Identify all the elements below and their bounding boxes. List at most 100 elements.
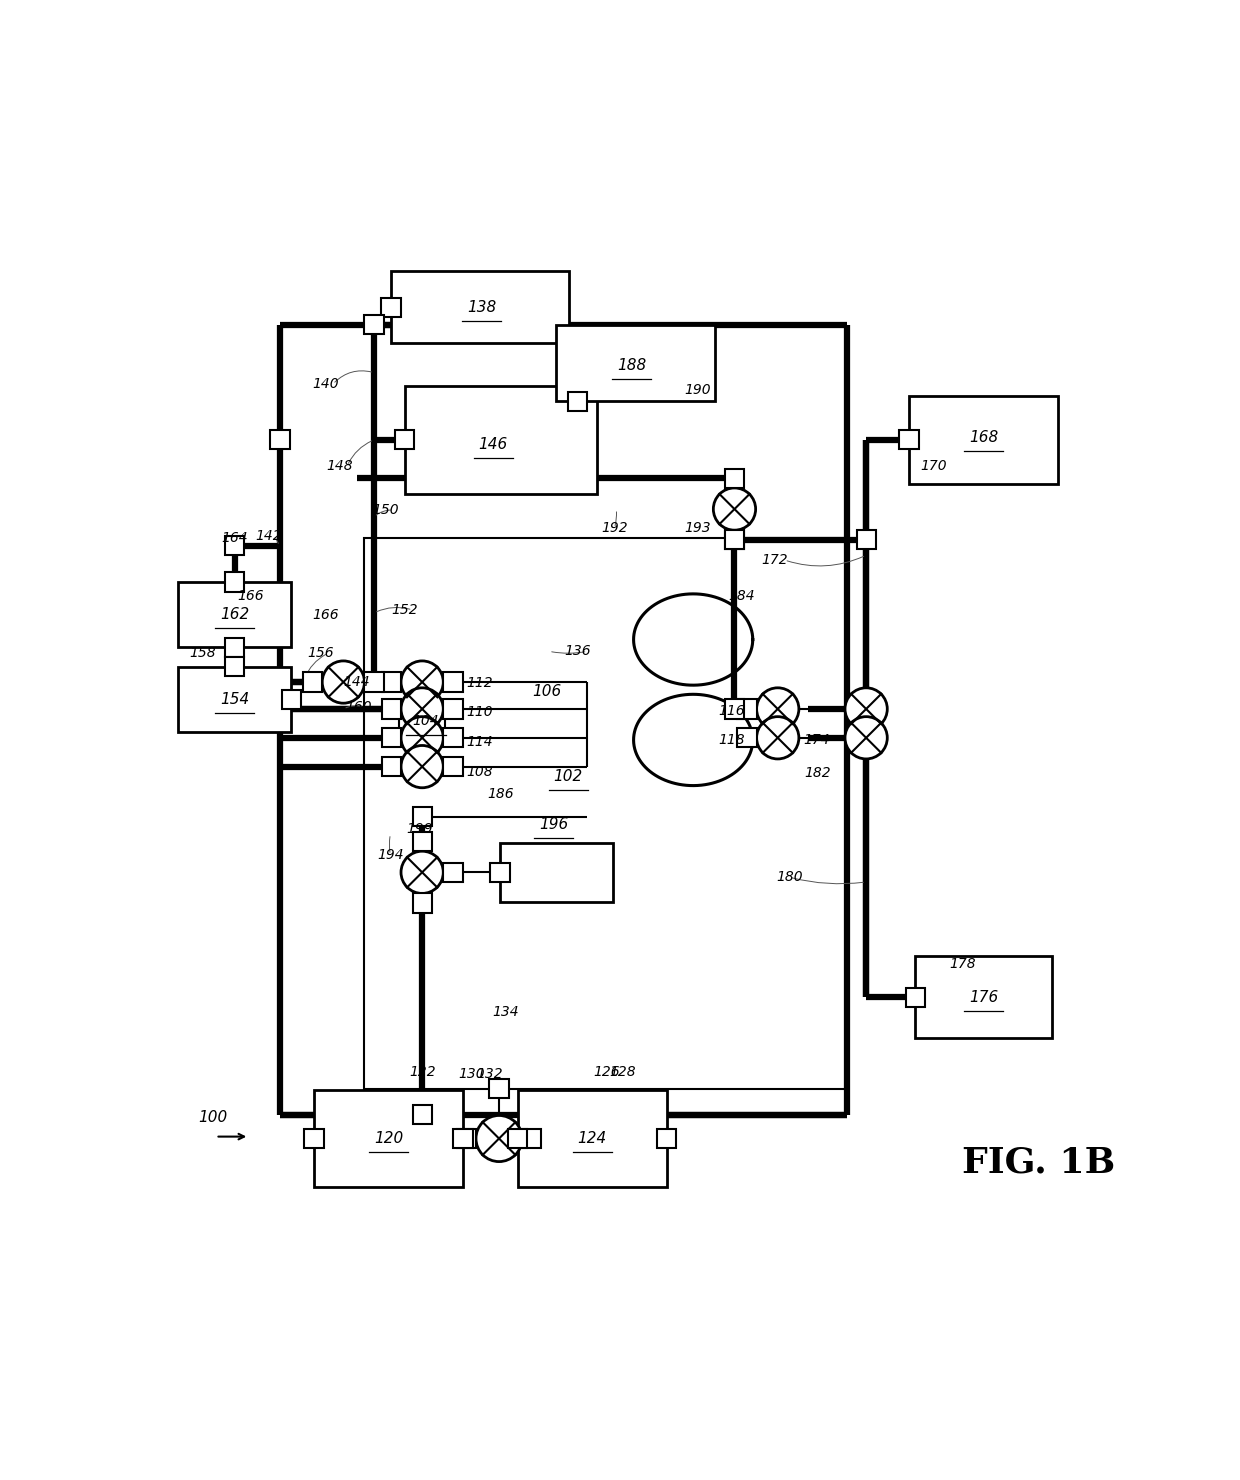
Text: 100: 100 [198,1110,227,1125]
Circle shape [756,716,799,759]
FancyBboxPatch shape [226,573,244,592]
FancyBboxPatch shape [314,1091,463,1187]
Text: 178: 178 [949,956,976,971]
FancyBboxPatch shape [508,1129,527,1148]
Circle shape [401,716,444,759]
FancyBboxPatch shape [413,894,432,913]
Circle shape [476,1116,522,1162]
Text: 184: 184 [728,589,754,602]
Text: 164: 164 [222,531,248,545]
FancyBboxPatch shape [226,657,244,676]
Text: 136: 136 [564,644,591,659]
FancyBboxPatch shape [382,672,401,691]
FancyBboxPatch shape [382,756,401,776]
Text: 160: 160 [346,700,372,713]
FancyBboxPatch shape [270,431,290,450]
FancyBboxPatch shape [857,530,875,549]
Text: 138: 138 [467,300,496,315]
Text: 130: 130 [459,1067,485,1080]
Text: 126: 126 [594,1066,620,1079]
Text: 144: 144 [343,675,370,690]
FancyBboxPatch shape [444,863,463,882]
Text: 108: 108 [466,765,494,780]
Text: 106: 106 [532,684,562,699]
Circle shape [844,716,888,759]
Circle shape [844,688,888,730]
FancyBboxPatch shape [725,469,744,488]
Text: 146: 146 [479,437,508,453]
FancyBboxPatch shape [444,756,463,776]
Text: 194: 194 [377,848,404,861]
Text: FIG. 1B: FIG. 1B [962,1146,1116,1180]
Text: 134: 134 [492,1005,520,1018]
Text: 152: 152 [392,602,418,617]
Text: 168: 168 [968,431,998,445]
Text: 162: 162 [221,607,249,622]
FancyBboxPatch shape [490,1079,508,1098]
Text: 180: 180 [776,870,802,884]
Text: 118: 118 [718,733,745,747]
FancyBboxPatch shape [399,712,445,733]
Text: 176: 176 [968,990,998,1005]
FancyBboxPatch shape [557,324,714,401]
FancyBboxPatch shape [454,1129,472,1148]
Text: 172: 172 [761,554,789,567]
Text: 190: 190 [684,383,712,397]
FancyBboxPatch shape [382,297,401,317]
FancyBboxPatch shape [915,956,1052,1037]
FancyBboxPatch shape [391,271,569,343]
FancyBboxPatch shape [179,666,291,733]
FancyBboxPatch shape [396,431,414,450]
Text: 104: 104 [413,715,439,728]
FancyBboxPatch shape [444,728,463,747]
FancyBboxPatch shape [518,1091,667,1187]
FancyBboxPatch shape [382,700,401,719]
Text: 140: 140 [312,377,340,391]
Text: 132: 132 [476,1067,502,1080]
FancyBboxPatch shape [500,842,614,903]
Text: 158: 158 [190,647,216,660]
FancyBboxPatch shape [657,1129,676,1148]
FancyBboxPatch shape [905,987,925,1006]
FancyBboxPatch shape [281,690,301,709]
FancyBboxPatch shape [226,638,244,657]
Circle shape [322,662,365,703]
Circle shape [756,688,799,730]
Text: 114: 114 [466,734,494,749]
FancyBboxPatch shape [413,807,432,826]
Text: 192: 192 [601,521,627,536]
FancyBboxPatch shape [725,530,744,549]
FancyBboxPatch shape [738,728,756,747]
FancyBboxPatch shape [365,672,383,691]
Text: 102: 102 [553,768,583,784]
Circle shape [401,746,444,787]
Text: 124: 124 [578,1131,606,1146]
FancyBboxPatch shape [303,672,322,691]
FancyBboxPatch shape [404,386,596,494]
Text: 142: 142 [255,528,281,543]
FancyBboxPatch shape [179,582,291,647]
FancyBboxPatch shape [413,1106,432,1125]
Text: 148: 148 [326,459,353,472]
Text: 174: 174 [802,733,830,747]
FancyBboxPatch shape [413,832,432,851]
FancyBboxPatch shape [725,530,744,549]
FancyBboxPatch shape [444,700,463,719]
FancyBboxPatch shape [365,315,383,334]
Text: 156: 156 [308,647,334,660]
Circle shape [713,488,755,530]
Text: 166: 166 [238,589,264,602]
Text: 122: 122 [409,1066,435,1079]
FancyBboxPatch shape [522,1129,542,1148]
FancyBboxPatch shape [490,863,510,882]
Text: 199: 199 [405,821,433,836]
Text: 112: 112 [466,676,494,690]
Text: 120: 120 [374,1131,403,1146]
FancyBboxPatch shape [305,1129,324,1148]
FancyBboxPatch shape [444,672,463,691]
Text: 182: 182 [805,767,831,780]
Text: 116: 116 [718,704,745,718]
Text: 170: 170 [920,459,946,472]
FancyBboxPatch shape [382,728,401,747]
Text: 193: 193 [684,521,712,536]
